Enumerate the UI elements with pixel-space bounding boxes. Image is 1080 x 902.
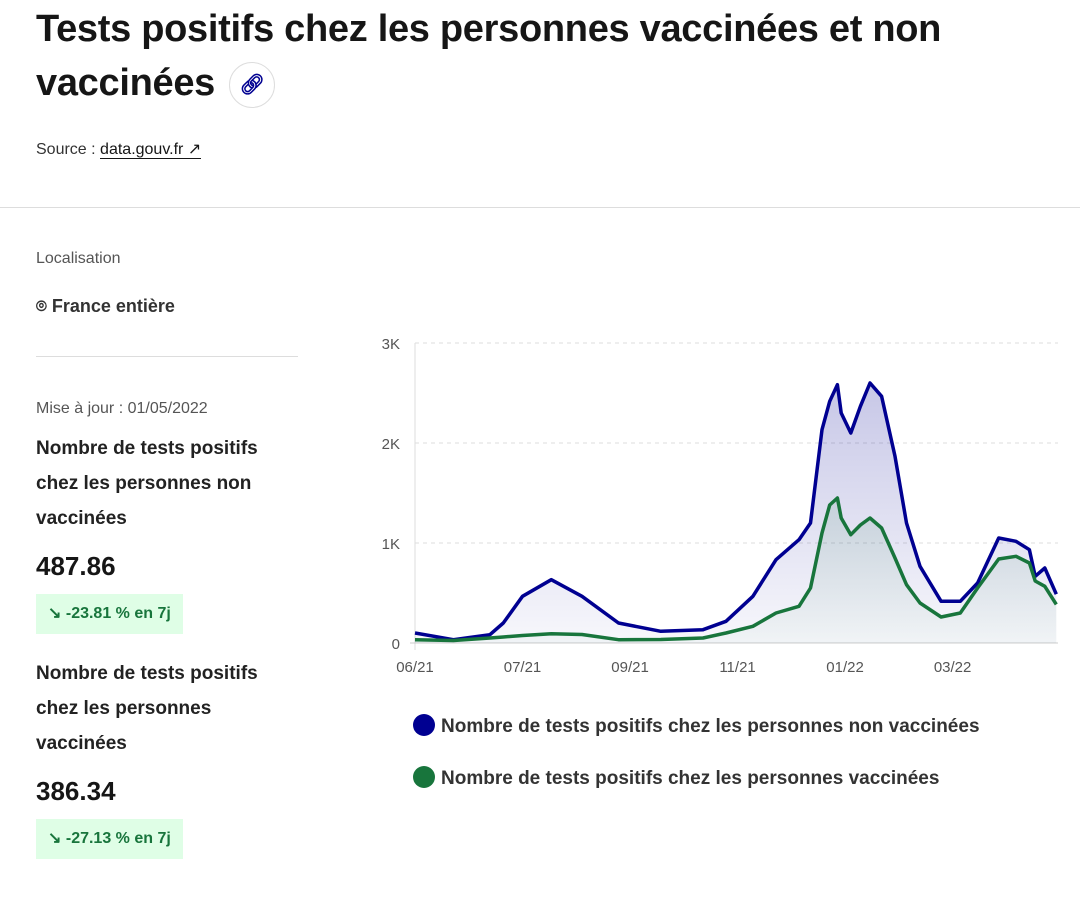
y-tick-label: 0 — [392, 636, 400, 653]
x-tick-label: 03/22 — [934, 659, 972, 676]
map-pin-icon: ⌾ — [36, 296, 47, 316]
source: Source : data.gouv.fr ↗ — [36, 141, 202, 159]
series-line — [414, 381, 1058, 642]
legend-marker — [413, 714, 435, 736]
series-line — [414, 496, 1058, 643]
sidebar: Localisation ⌾ France entière Mise à jou… — [36, 249, 298, 859]
change-badge: ↘ -23.81 % en 7j — [36, 594, 183, 634]
indicator-value: 386.34 — [36, 776, 116, 806]
update-date: Mise à jour : 01/05/2022 — [36, 400, 208, 417]
legend-item-unvaccinated[interactable]: Nombre de tests positifs chez les person… — [413, 714, 980, 739]
change-badge: ↘ -27.13 % en 7j — [36, 819, 183, 859]
x-tick-label: 11/21 — [719, 659, 755, 676]
divider — [36, 356, 298, 357]
y-tick-label: 2K — [382, 436, 400, 453]
divider — [0, 207, 1080, 208]
indicator-value: 487.86 — [36, 551, 116, 581]
indicator-label: Nombre de tests positifs chez les person… — [36, 438, 258, 529]
copy-link-button[interactable]: 🔗︎ — [229, 61, 276, 108]
location: ⌾ France entière — [36, 296, 175, 316]
arrow-down-right-icon: ↘ — [48, 830, 62, 847]
x-tick-label: 01/22 — [826, 659, 864, 676]
series-area — [415, 383, 1057, 643]
series-area — [415, 498, 1057, 643]
x-tick-label: 06/21 — [396, 659, 434, 676]
location-label: Localisation — [36, 250, 121, 267]
external-link-icon: ↗ — [187, 141, 202, 158]
indicator-label: Nombre de tests positifs chez les person… — [36, 663, 258, 754]
x-tick-label: 09/21 — [611, 659, 649, 676]
arrow-down-right-icon: ↘ — [48, 605, 62, 622]
x-tick-label: 07/21 — [504, 659, 542, 676]
line-chart: 0 1K 2K 3K 06/21 07/21 09/21 11/21 01/22 03/22 — [382, 336, 1058, 676]
y-tick-label: 3K — [382, 336, 400, 353]
page-title: Tests positifs chez les personnes vaccin… — [36, 2, 1066, 110]
source-link[interactable]: data.gouv.fr ↗ — [100, 141, 202, 159]
legend-marker — [413, 766, 435, 788]
link-icon: 🔗︎ — [239, 73, 265, 96]
legend-item-vaccinated[interactable]: Nombre de tests positifs chez les person… — [413, 766, 939, 791]
page-header: Tests positifs chez les personnes vaccin… — [36, 2, 1066, 160]
y-tick-label: 1K — [382, 536, 400, 553]
